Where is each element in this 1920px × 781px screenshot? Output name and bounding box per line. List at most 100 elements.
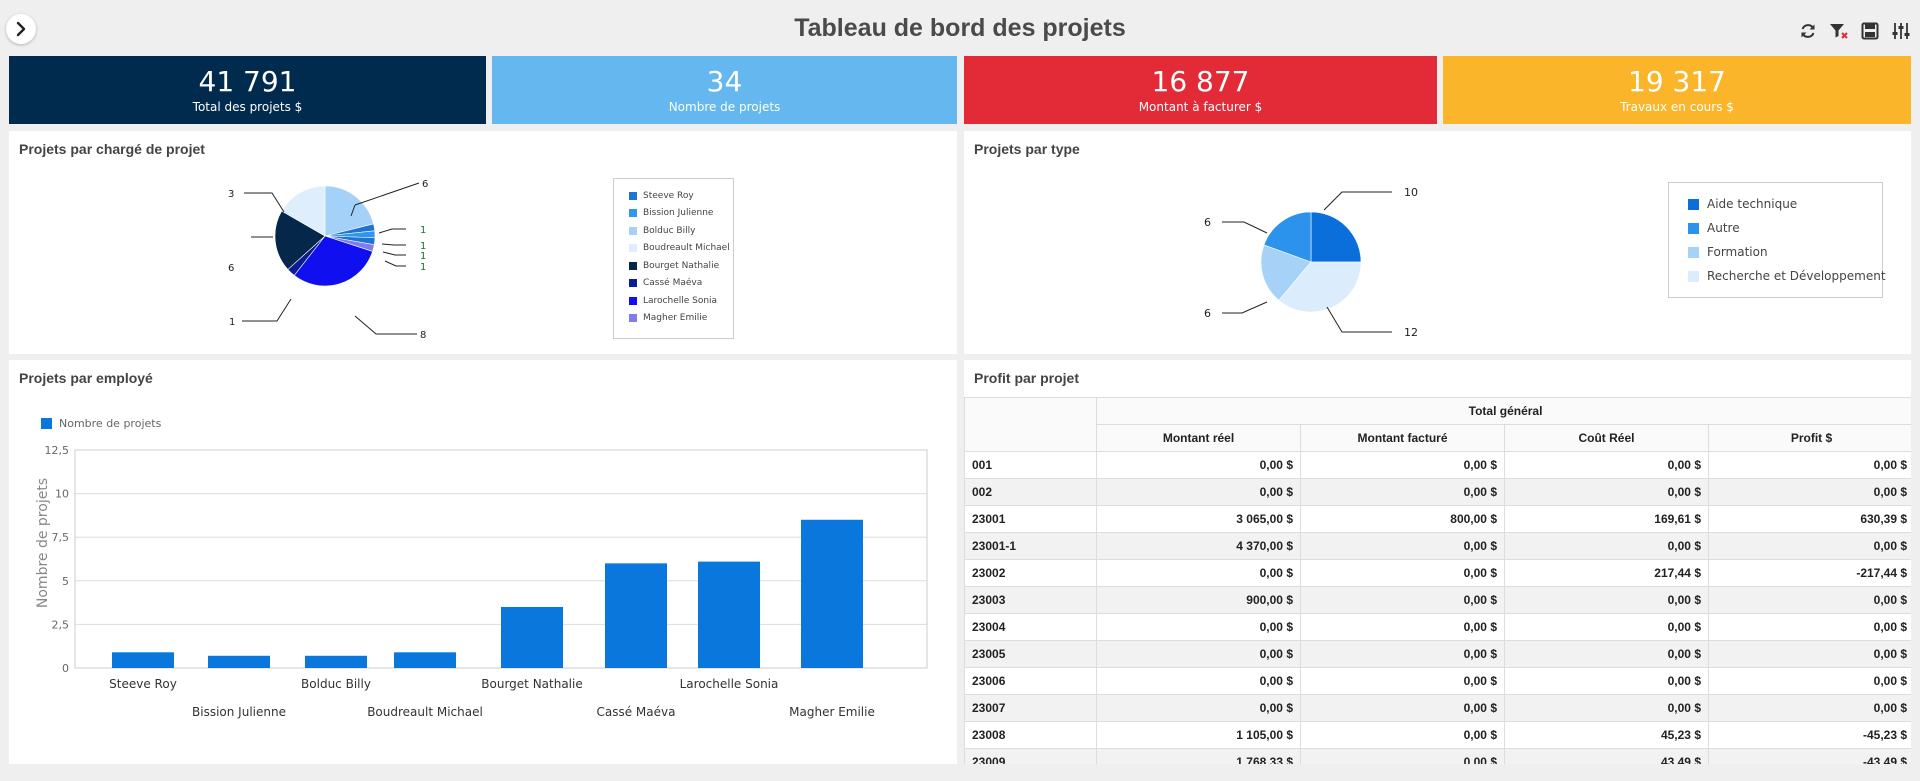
x-tick-label: Bourget Nathalie	[481, 677, 582, 691]
pie-data-label: 10	[1404, 186, 1418, 199]
legend-item[interactable]: Autre	[1688, 221, 1740, 235]
save-icon[interactable]	[1859, 20, 1881, 42]
project-id-cell: 23003	[964, 586, 1097, 614]
bar[interactable]	[501, 606, 563, 668]
value-cell: 0,00 $	[1504, 613, 1709, 641]
legend-item[interactable]: Nombre de projets	[41, 417, 161, 430]
pie-data-label: 6	[1204, 216, 1211, 229]
value-cell: 45,23 $	[1504, 721, 1709, 749]
value-cell: 0,00 $	[1096, 640, 1301, 668]
kpi-label: Nombre de projets	[668, 100, 781, 114]
sidebar-toggle-button[interactable]	[6, 14, 36, 44]
table-row[interactable]: 23008 1 105,00 $0,00 $45,23 $ -45,23 $	[964, 721, 1911, 749]
legend-item[interactable]: Magher Emilie	[629, 313, 707, 323]
legend-item[interactable]: Larochelle Sonia	[629, 296, 717, 306]
project-id-cell: 23006	[964, 667, 1097, 695]
table-row[interactable]: 23007 0,00 $0,00 $0,00 $0,00 $	[964, 694, 1911, 722]
table-row[interactable]: 23003 900,00 $0,00 $0,00 $0,00 $	[964, 586, 1911, 614]
column-header[interactable]: Profit $	[1707, 424, 1911, 452]
value-cell: 1 768,33 $	[1096, 748, 1301, 764]
pie-slice[interactable]	[293, 235, 373, 287]
y-tick-label: 10	[55, 488, 69, 501]
table-row[interactable]: 23004 0,00 $0,00 $0,00 $0,00 $	[964, 613, 1911, 641]
project-id-cell: 002	[964, 478, 1097, 506]
value-cell: 1 105,00 $	[1096, 721, 1301, 749]
value-cell: 0,00 $	[1300, 721, 1505, 749]
value-cell: 0,00 $	[1504, 586, 1709, 614]
pie-data-label: 3	[228, 189, 234, 200]
pie-slice[interactable]	[1310, 211, 1362, 263]
table-row[interactable]: 23009 1 768,33 $0,00 $43,49 $ -43,49 $	[964, 748, 1911, 764]
column-header[interactable]: Coût Réel	[1504, 424, 1709, 452]
value-cell: 0,00 $	[1096, 451, 1301, 479]
column-header[interactable]: Montant facturé	[1300, 424, 1505, 452]
table-row[interactable]: 23005 0,00 $0,00 $0,00 $0,00 $	[964, 640, 1911, 668]
dashboard-header: Tableau de bord des projets	[0, 0, 1920, 56]
toolbar	[1797, 20, 1912, 42]
chevron-right-icon	[16, 21, 26, 37]
project-id-cell: 23001-1	[964, 532, 1097, 560]
legend-swatch	[629, 314, 637, 322]
legend-swatch	[629, 192, 637, 200]
column-header[interactable]: Montant réel	[1096, 424, 1301, 452]
pie-slice[interactable]	[324, 185, 374, 237]
legend-item[interactable]: Bission Julienne	[629, 208, 713, 218]
value-cell: 0,00 $	[1300, 559, 1505, 587]
legend-item[interactable]: Boudreault Michael	[629, 243, 730, 253]
legend-item[interactable]: Bourget Nathalie	[629, 261, 719, 271]
kpi-label: Travaux en cours $	[1620, 100, 1734, 114]
legend-item[interactable]: Steeve Roy	[629, 191, 694, 201]
panel-projects-by-type: Projets par type 10 12 6 6 Aide techniqu…	[964, 131, 1911, 354]
bar[interactable]	[305, 655, 367, 668]
pie-slice[interactable]	[1278, 261, 1362, 313]
table-row[interactable]: 001 0,00 $0,00 $0,00 $0,00 $	[964, 451, 1911, 479]
project-id-cell: 23009	[964, 748, 1097, 764]
legend-item[interactable]: Formation	[1688, 245, 1768, 259]
bar[interactable]	[698, 561, 760, 668]
legend-item[interactable]: Cassé Maéva	[629, 278, 702, 288]
value-cell: 0,00 $	[1707, 640, 1911, 668]
x-tick-label: Bolduc Billy	[301, 677, 371, 691]
legend: Steeve Roy Bission Julienne Bolduc Billy…	[613, 178, 734, 339]
table-row[interactable]: 23002 0,00 $0,00 $217,44 $ -217,44 $	[964, 559, 1911, 587]
pie-slice[interactable]	[274, 210, 326, 270]
pie-slice[interactable]	[1260, 244, 1312, 301]
table-row[interactable]: 23001 3 065,00 $800,00 $169,61 $630,39 $	[964, 505, 1911, 533]
row-header-corner	[964, 397, 1097, 452]
legend-item[interactable]: Recherche et Développement	[1688, 269, 1886, 283]
value-cell: 169,61 $	[1504, 505, 1709, 533]
settings-sliders-icon[interactable]	[1890, 20, 1912, 42]
bar[interactable]	[394, 652, 456, 668]
value-cell: 0,00 $	[1707, 586, 1911, 614]
value-cell: 900,00 $	[1096, 586, 1301, 614]
value-cell: 0,00 $	[1504, 478, 1709, 506]
bar[interactable]	[801, 519, 863, 668]
panel-projects-by-manager: Projets par chargé de projet 6 1 1 1 1 8…	[9, 131, 957, 354]
y-tick-label: 2,5	[52, 618, 70, 631]
bar[interactable]	[112, 652, 174, 668]
refresh-icon[interactable]	[1797, 20, 1819, 42]
kpi-value: 41 791	[198, 65, 297, 98]
kpi-total-projects: 41 791 Total des projets $	[9, 56, 486, 124]
value-cell: 0,00 $	[1300, 640, 1505, 668]
pie-data-label: 1	[229, 317, 235, 328]
value-cell: 0,00 $	[1096, 667, 1301, 695]
table-row[interactable]: 23006 0,00 $0,00 $0,00 $0,00 $	[964, 667, 1911, 695]
legend-item[interactable]: Aide technique	[1688, 197, 1797, 211]
value-cell: 0,00 $	[1300, 451, 1505, 479]
bar[interactable]	[208, 655, 270, 668]
clear-filter-icon[interactable]	[1828, 20, 1850, 42]
kpi-project-count: 34 Nombre de projets	[492, 56, 957, 124]
pie-slice[interactable]	[1263, 211, 1312, 263]
value-cell: -217,44 $	[1707, 559, 1911, 587]
value-cell: 0,00 $	[1096, 613, 1301, 641]
value-cell: 0,00 $	[1707, 613, 1911, 641]
table-row[interactable]: 23001-1 4 370,00 $0,00 $0,00 $0,00 $	[964, 532, 1911, 560]
table-row[interactable]: 002 0,00 $0,00 $0,00 $0,00 $	[964, 478, 1911, 506]
bar[interactable]	[605, 563, 667, 668]
value-cell: 0,00 $	[1504, 451, 1709, 479]
legend-swatch	[41, 418, 52, 429]
value-cell: 0,00 $	[1300, 586, 1505, 614]
legend-item[interactable]: Bolduc Billy	[629, 226, 695, 236]
y-tick-label: 12,5	[45, 444, 70, 457]
